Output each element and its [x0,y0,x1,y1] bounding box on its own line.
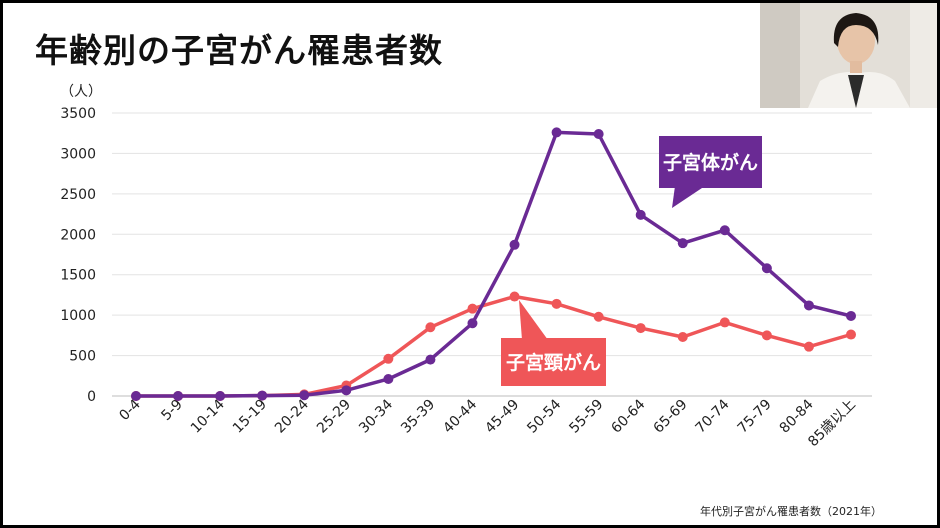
series-callout-box [501,338,606,386]
data-point [383,374,394,385]
data-point [761,263,772,274]
x-tick-label: 30-34 [356,396,396,436]
y-tick-label: 2500 [60,187,96,203]
data-point [173,391,184,401]
y-axis-label: （人） [60,84,102,100]
data-point [677,331,688,342]
data-point [677,238,688,249]
series-name-label: 子宮頸がん [506,351,601,374]
x-tick-label: 65-69 [651,397,691,437]
x-tick-label: 25-29 [314,397,354,437]
data-point [551,127,562,138]
y-tick-label: 0 [87,389,96,405]
x-tick-label: 20-24 [272,396,312,436]
data-point [131,391,141,401]
series-line [136,130,852,398]
series-callout-pointer [672,186,705,208]
y-tick-label: 3500 [60,106,96,122]
data-point [341,385,352,396]
data-point [425,322,436,333]
series-callout-pointer [519,300,548,340]
data-point [593,311,604,322]
data-point [467,303,478,314]
data-point [467,318,478,329]
series-line [136,294,852,398]
x-tick-label: 40-44 [440,396,480,436]
data-point [593,129,604,140]
presenter-video-icon [760,3,937,108]
data-point [803,300,814,311]
x-tick-label: 50-54 [524,396,564,436]
data-point [719,317,730,328]
x-tick-label: 45-49 [482,397,522,437]
x-tick-label: 60-64 [608,396,648,436]
series-callout-box [659,136,762,188]
x-tick-label: 0-4 [116,396,144,424]
data-point [846,329,856,340]
data-point [215,391,226,401]
y-tick-label: 1000 [60,308,96,324]
series-name-label: 子宮体がん [663,151,758,174]
data-point [551,298,562,309]
data-point [846,310,856,321]
page-title: 年齢別の子宮がん罹患者数 [35,31,443,70]
data-point [383,353,394,364]
y-tick-label: 3000 [60,146,96,162]
x-tick-label: 15-19 [230,397,270,437]
presenter-video [760,3,937,108]
data-point [761,330,772,341]
x-tick-label: 70-74 [693,396,733,436]
data-point [299,390,310,401]
data-point [635,323,646,334]
data-point [509,239,520,250]
x-tick-label: 35-39 [398,397,438,437]
data-point [635,209,646,220]
data-point [719,225,730,236]
y-tick-label: 500 [69,349,96,365]
data-point [257,390,268,401]
x-tick-label: 5-9 [158,397,185,424]
y-tick-label: 1500 [60,268,96,284]
data-point [425,354,436,365]
x-tick-label: 10-14 [188,396,228,436]
x-tick-label: 80-84 [777,396,817,436]
x-tick-label: 75-79 [735,397,775,437]
source-note: 年代別子宮がん罹患者数（2021年） [700,505,882,518]
y-tick-label: 2000 [60,227,96,243]
data-point [803,341,814,352]
data-point [509,291,520,302]
x-tick-label: 55-59 [566,397,606,437]
